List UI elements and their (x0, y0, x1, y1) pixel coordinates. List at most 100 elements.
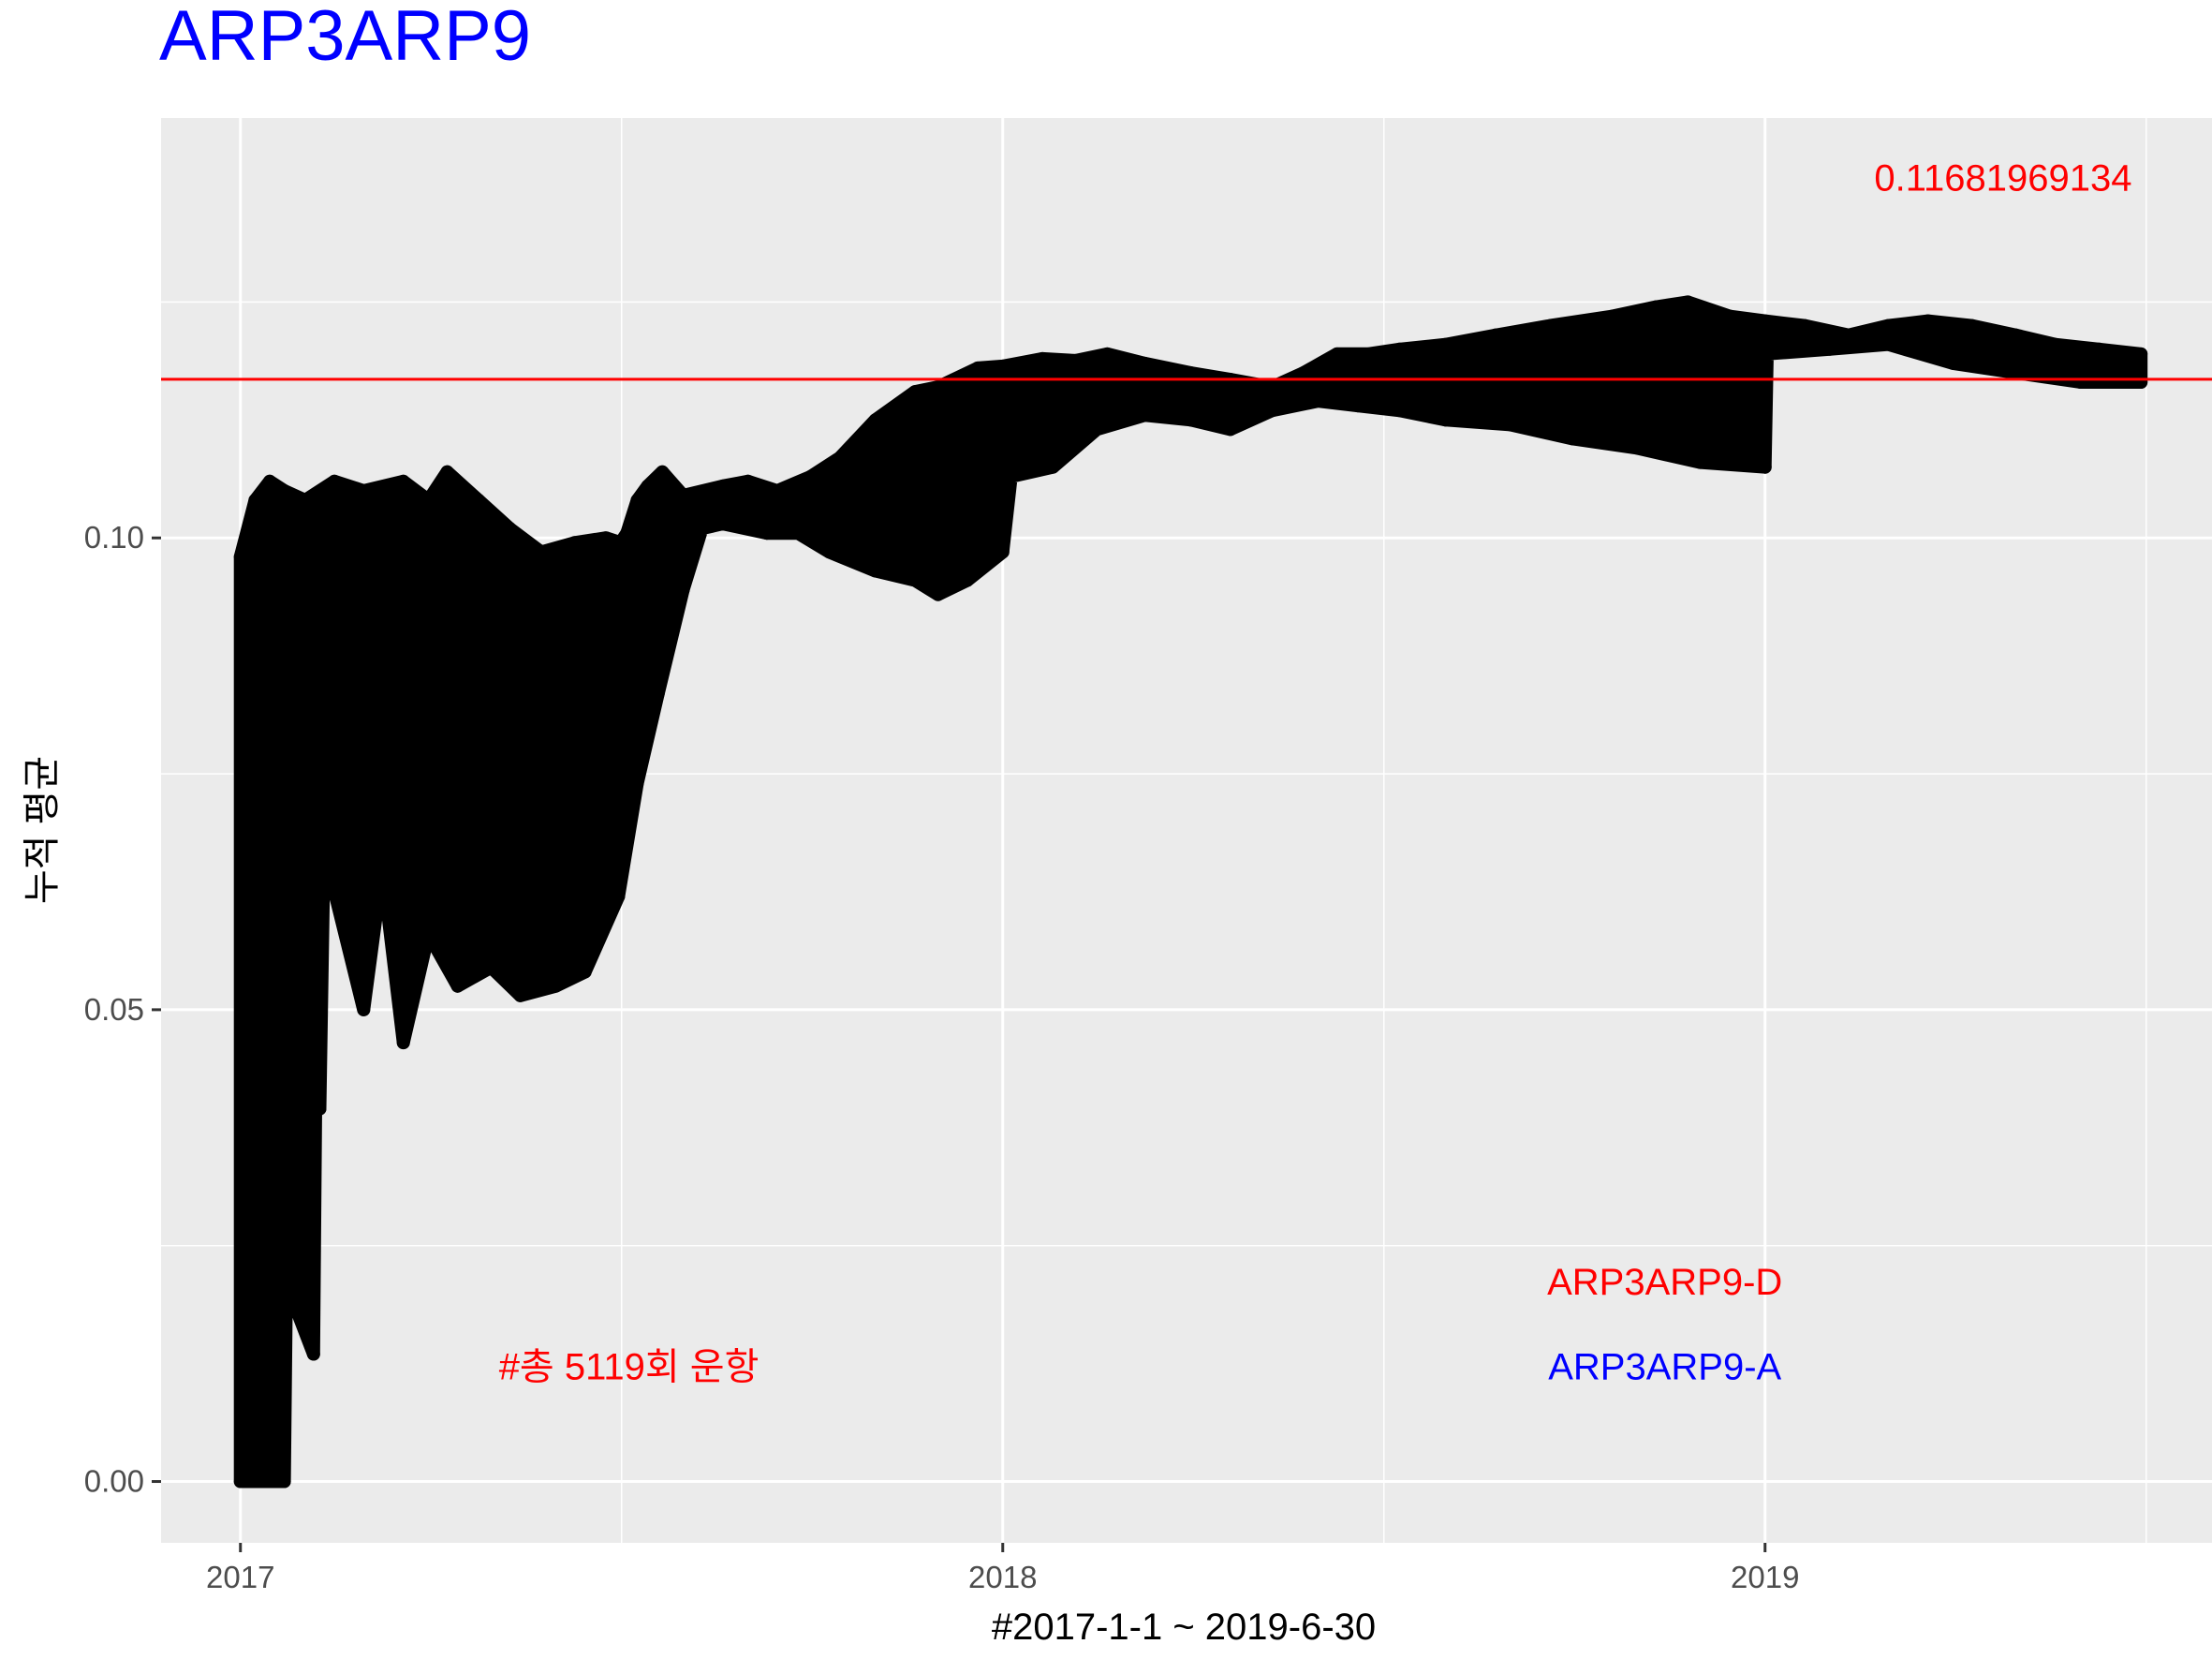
data-point (1265, 404, 1279, 418)
data-point (995, 545, 1010, 559)
data-point (1223, 422, 1237, 437)
data-point (1036, 351, 1050, 365)
data-point (2134, 376, 2148, 390)
data-point (513, 988, 527, 1002)
data-point (1630, 441, 1644, 455)
data-point (1605, 309, 1619, 323)
data-point (1138, 408, 1152, 422)
annotations: 0.11681969134 ARP3ARP9-D ARP3ARP9-A #총 5119… (499, 158, 2132, 1388)
data-point (376, 861, 390, 875)
data-point (2009, 328, 2023, 342)
data-point (248, 493, 262, 507)
data-point (328, 474, 342, 488)
data-point (277, 483, 291, 497)
data-point (630, 493, 644, 507)
data-point (1090, 422, 1104, 437)
data-point (1693, 455, 1707, 469)
data-point (1566, 432, 1580, 446)
data-point (1758, 460, 1772, 474)
data-point (613, 536, 627, 550)
y-tick-label: 0.00 (84, 1464, 144, 1499)
x-tick-label: 2019 (1731, 1560, 1799, 1594)
data-point (630, 777, 644, 791)
data-point (1503, 418, 1517, 432)
data-point (503, 522, 517, 536)
data-point (599, 531, 613, 545)
data-point (421, 927, 435, 941)
x-axis-label: #2017-1-1 ~ 2019-6-30 (992, 1607, 1376, 1648)
data-point (741, 474, 755, 488)
data-point (715, 479, 730, 493)
data-point (1760, 347, 1774, 361)
data-point (1543, 318, 1557, 333)
data-point (277, 1474, 291, 1489)
annotation-text: #총 5119회 운항 (499, 1347, 759, 1388)
data-point (931, 380, 945, 394)
data-point (1841, 328, 1855, 342)
annotation-text: ARP3ARP9-A (1548, 1347, 1781, 1388)
data-point (1438, 337, 1453, 351)
data-point (695, 522, 709, 536)
data-point (1965, 318, 1979, 333)
data-point (2009, 365, 2023, 379)
data-point (715, 517, 730, 531)
data-point (620, 526, 634, 541)
data-point (279, 1276, 293, 1290)
data-point (1184, 413, 1198, 427)
data-point (804, 469, 818, 483)
data-point (970, 361, 984, 375)
data-point (833, 451, 847, 465)
data-point (1393, 342, 1407, 356)
data-point (1681, 295, 1695, 309)
data-point (1798, 318, 1812, 333)
data-point (357, 1002, 371, 1016)
data-point (960, 573, 974, 587)
data-point (1362, 347, 1376, 361)
data-point (450, 979, 465, 993)
data-point (2134, 347, 2148, 361)
annotation-text: 0.11681969134 (1874, 158, 2131, 200)
data-point (676, 488, 690, 502)
y-axis: 0.00 0.05 0.10 (84, 520, 161, 1499)
data-point (396, 474, 410, 488)
data-point (791, 526, 805, 541)
data-point (1649, 300, 1663, 314)
data-point (1946, 356, 1960, 370)
data-point (1046, 460, 1060, 474)
data-point (1722, 309, 1736, 323)
data-point (1350, 399, 1364, 413)
data-point (908, 573, 922, 587)
data-point (1004, 469, 1018, 483)
data-point (549, 979, 563, 993)
data-point (759, 526, 774, 541)
data-point (908, 385, 922, 399)
y-tick-label: 0.05 (84, 992, 144, 1027)
data-point (262, 474, 276, 488)
data-point (421, 493, 435, 507)
data-point (822, 545, 836, 559)
data-point (534, 545, 548, 559)
x-tick-label: 2018 (968, 1560, 1037, 1594)
data-point (651, 687, 665, 701)
annotation-text: ARP3ARP9-D (1547, 1262, 1782, 1303)
data-point (298, 493, 312, 507)
data-point (484, 960, 498, 974)
data-point (1138, 356, 1152, 370)
data-point (1330, 347, 1344, 361)
data-point (396, 1036, 410, 1050)
data-point (1822, 342, 1836, 356)
data-point (471, 493, 485, 507)
chart-title: ARP3ARP9 (159, 0, 531, 76)
data-point (2048, 337, 2062, 351)
data-point (1489, 328, 1503, 342)
data-point (770, 483, 784, 497)
data-point (2073, 376, 2087, 390)
data-point (1393, 404, 1407, 418)
data-point (568, 536, 582, 550)
data-point (1265, 380, 1279, 394)
major-gridlines (161, 118, 2212, 1543)
data-point (233, 1474, 247, 1489)
data-point (2092, 342, 2106, 356)
data-point (440, 465, 454, 479)
